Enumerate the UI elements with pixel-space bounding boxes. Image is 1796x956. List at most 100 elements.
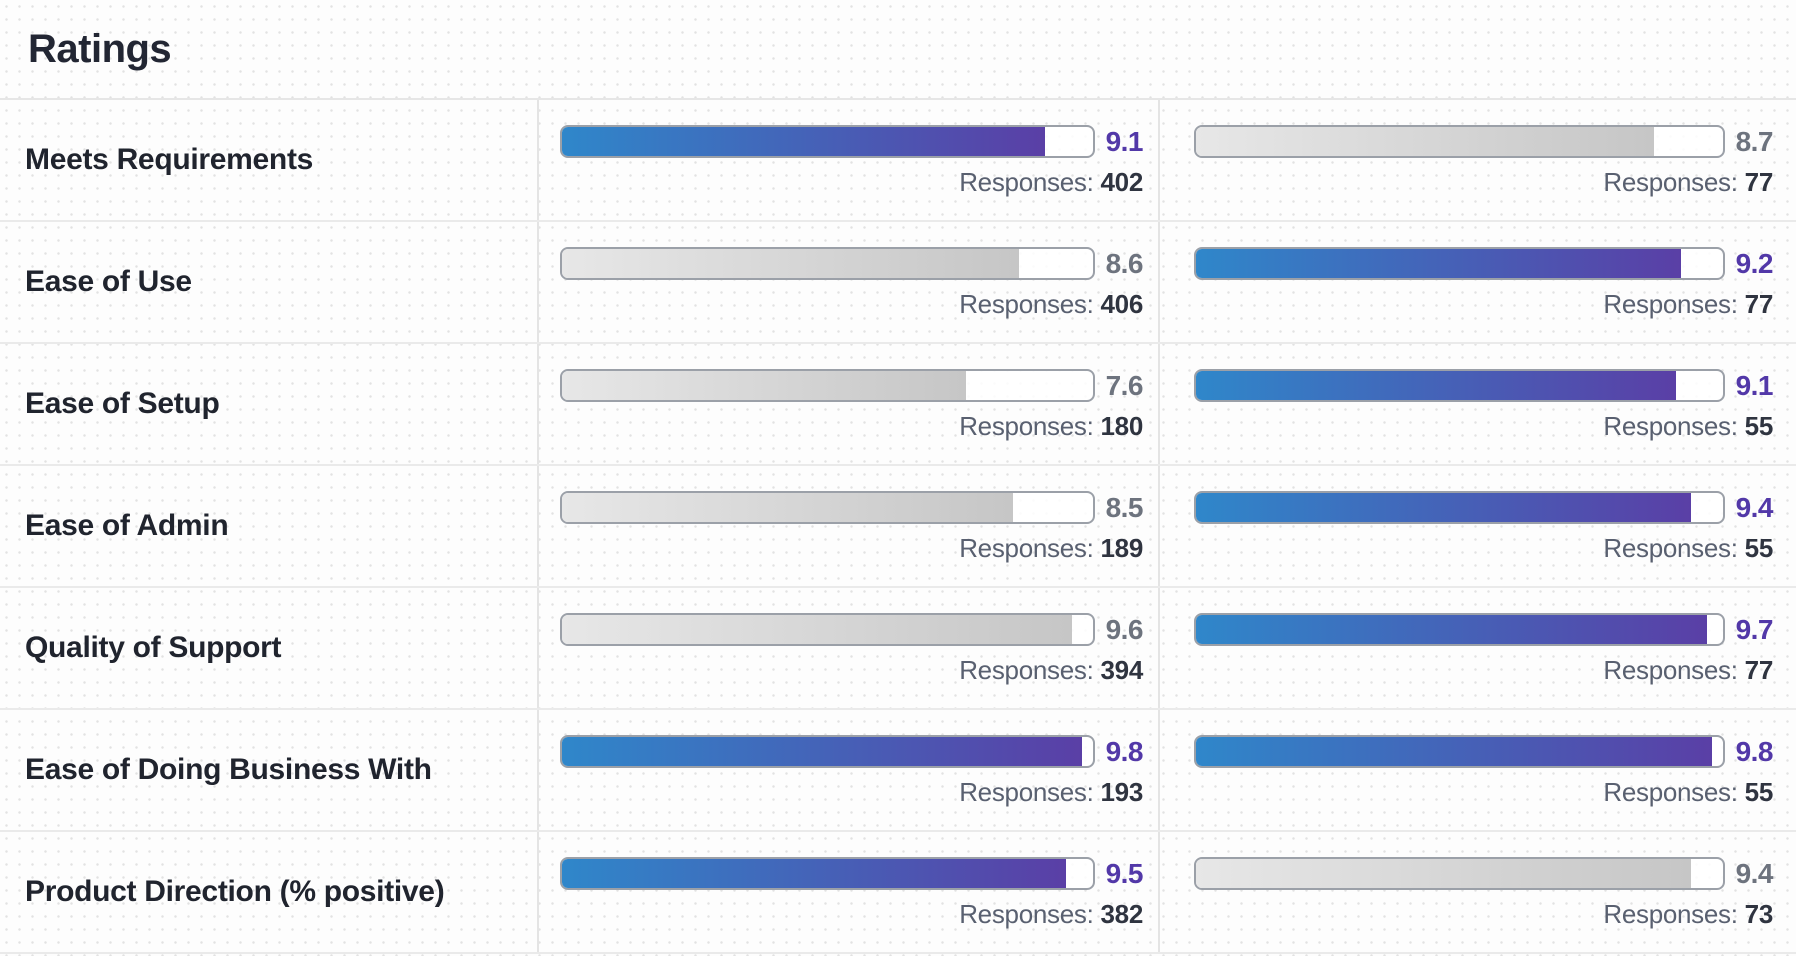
responses-line: Responses: 382 [560,899,1143,930]
rating-score: 9.7 [1735,614,1774,645]
responses-label: Responses: [959,289,1094,319]
rating-bar-fill [1196,737,1713,766]
responses-label: Responses: [1603,289,1738,319]
responses-count: 402 [1100,167,1144,197]
rating-category-cell: Ease of Admin [0,466,539,586]
section-header: Ratings [0,0,1796,100]
rating-bar-line: 9.1 [560,125,1144,158]
rating-bar-fill [1196,249,1681,278]
rating-score: 9.6 [1105,614,1144,645]
responses-label: Responses: [1603,777,1738,807]
rating-cell-left: 9.8 Responses: 193 [539,710,1158,830]
table-row: Ease of Setup 7.6 Responses: 180 9.1 Resp… [0,344,1796,466]
rating-category-label: Ease of Use [25,265,192,298]
rating-bar-fill [1196,615,1708,644]
rating-category-label: Quality of Support [25,631,282,664]
rating-bar-track [560,247,1095,280]
rating-cell-right: 9.4 Responses: 73 [1158,832,1796,952]
responses-count: 55 [1744,777,1774,807]
responses-line: Responses: 402 [560,167,1143,198]
rating-score: 9.8 [1105,736,1144,767]
responses-line: Responses: 77 [1194,289,1773,320]
rating-bar-line: 7.6 [560,369,1144,402]
responses-label: Responses: [959,167,1094,197]
rating-cell-left: 8.5 Responses: 189 [539,466,1158,586]
responses-line: Responses: 193 [560,777,1143,808]
rating-cell-right: 8.7 Responses: 77 [1158,100,1796,220]
responses-label: Responses: [959,411,1094,441]
rating-category-cell: Quality of Support [0,588,539,708]
rating-cell-left: 9.1 Responses: 402 [539,100,1158,220]
responses-line: Responses: 394 [560,655,1143,686]
rating-cell-right: 9.1 Responses: 55 [1158,344,1796,464]
rating-bar-line: 8.6 [560,247,1144,280]
rating-bar-track [1194,491,1725,524]
rating-cell-left: 7.6 Responses: 180 [539,344,1158,464]
rating-bar-line: 9.4 [1194,491,1774,524]
responses-count: 55 [1744,411,1774,441]
table-row: Quality of Support 9.6 Responses: 394 9.7 [0,588,1796,710]
rating-bar-fill [562,493,1014,522]
rating-bar-track [560,369,1095,402]
responses-line: Responses: 55 [1194,533,1773,564]
rating-cell-left: 8.6 Responses: 406 [539,222,1158,342]
responses-label: Responses: [1603,167,1738,197]
rating-bar-track [1194,125,1725,158]
rating-bar-fill [1196,371,1676,400]
rating-score: 9.1 [1105,126,1144,157]
responses-count: 180 [1100,411,1144,441]
responses-count: 77 [1744,655,1774,685]
rating-category-label: Meets Requirements [25,143,314,176]
responses-line: Responses: 77 [1194,167,1773,198]
rating-bar-track [1194,735,1725,768]
rating-score: 8.7 [1735,126,1774,157]
responses-count: 193 [1100,777,1144,807]
rating-bar-line: 9.2 [1194,247,1774,280]
rating-bar-track [1194,247,1725,280]
rating-cell-left: 9.5 Responses: 382 [539,832,1158,952]
responses-label: Responses: [1603,411,1738,441]
rating-bar-fill [562,859,1067,888]
responses-label: Responses: [959,899,1094,929]
rating-bar-line: 9.7 [1194,613,1774,646]
table-row: Ease of Use 8.6 Responses: 406 9.2 Respon… [0,222,1796,344]
rating-cell-right: 9.8 Responses: 55 [1158,710,1796,830]
responses-count: 382 [1100,899,1144,929]
responses-label: Responses: [959,777,1094,807]
rating-cell-right: 9.7 Responses: 77 [1158,588,1796,708]
rating-category-cell: Meets Requirements [0,100,539,220]
rating-bar-fill [1196,859,1692,888]
responses-count: 77 [1744,289,1774,319]
responses-label: Responses: [959,655,1094,685]
rating-bar-track [1194,857,1725,890]
responses-line: Responses: 406 [560,289,1143,320]
responses-line: Responses: 189 [560,533,1143,564]
responses-line: Responses: 77 [1194,655,1773,686]
responses-label: Responses: [1603,533,1738,563]
rating-bar-track [1194,369,1725,402]
rating-category-label: Ease of Doing Business With [25,753,432,786]
responses-line: Responses: 55 [1194,411,1773,442]
rating-category-cell: Ease of Doing Business With [0,710,539,830]
table-row: Meets Requirements 9.1 Responses: 402 8.7 [0,100,1796,222]
rating-category-label: Ease of Admin [25,509,229,542]
rating-cell-left: 9.6 Responses: 394 [539,588,1158,708]
responses-label: Responses: [1603,655,1738,685]
rating-bar-line: 9.8 [560,735,1144,768]
rating-score: 9.1 [1735,370,1774,401]
rating-bar-line: 9.6 [560,613,1144,646]
rating-score: 9.5 [1105,858,1144,889]
rating-category-cell: Ease of Use [0,222,539,342]
rating-score: 9.8 [1735,736,1774,767]
responses-label: Responses: [1603,899,1738,929]
rating-category-label: Product Direction (% positive) [25,875,445,908]
responses-line: Responses: 73 [1194,899,1773,930]
rating-bar-line: 9.5 [560,857,1144,890]
rating-bar-line: 8.7 [1194,125,1774,158]
rating-bar-track [560,491,1095,524]
rating-bar-fill [562,249,1019,278]
rating-cell-right: 9.2 Responses: 77 [1158,222,1796,342]
page-title: Ratings [28,26,172,71]
rating-cell-right: 9.4 Responses: 55 [1158,466,1796,586]
responses-count: 406 [1100,289,1144,319]
